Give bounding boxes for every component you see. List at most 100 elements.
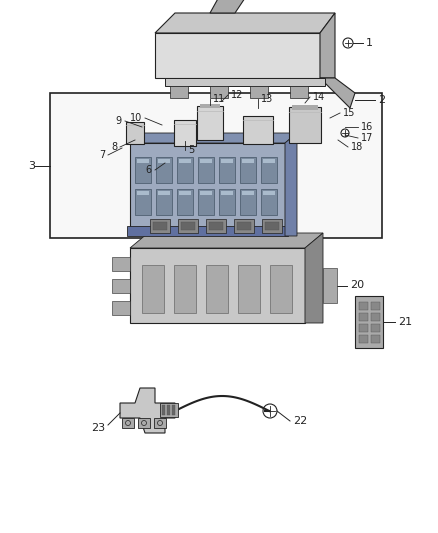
Text: 15: 15 [343, 108, 355, 118]
Polygon shape [130, 133, 297, 143]
Bar [172, 405, 175, 415]
Bar [197, 106, 223, 140]
Bar [179, 159, 191, 163]
Bar [243, 116, 273, 144]
Bar [359, 313, 368, 321]
Bar [112, 301, 130, 315]
Bar [126, 122, 144, 144]
Bar [263, 159, 275, 163]
Bar [371, 302, 380, 310]
Text: 18: 18 [351, 142, 363, 152]
Text: 14: 14 [313, 92, 325, 102]
Bar [371, 324, 380, 332]
Bar [179, 191, 191, 195]
Bar [261, 189, 277, 215]
Text: 11: 11 [213, 94, 225, 104]
Bar [170, 86, 188, 98]
Bar [290, 86, 308, 98]
Text: 21: 21 [398, 317, 412, 327]
Polygon shape [320, 78, 355, 108]
Bar [221, 191, 233, 195]
Bar [198, 189, 214, 215]
Text: 12: 12 [231, 90, 244, 100]
Bar [221, 159, 233, 163]
Bar [209, 222, 223, 230]
Bar [263, 191, 275, 195]
Bar [112, 257, 130, 271]
Bar [323, 268, 337, 303]
Polygon shape [120, 388, 175, 433]
Bar [177, 189, 193, 215]
Text: 1: 1 [366, 38, 373, 48]
Polygon shape [122, 418, 134, 428]
Bar [137, 159, 149, 163]
Bar [200, 191, 212, 195]
Bar [238, 265, 260, 313]
Bar [50, 93, 382, 238]
Polygon shape [155, 13, 335, 33]
Bar [270, 265, 292, 313]
Polygon shape [138, 418, 150, 428]
Polygon shape [130, 233, 323, 248]
Polygon shape [165, 78, 325, 86]
Bar [242, 191, 254, 195]
Polygon shape [320, 13, 335, 78]
Bar [174, 120, 196, 146]
Bar [371, 313, 380, 321]
Bar [198, 157, 214, 183]
Text: 2: 2 [378, 95, 385, 105]
Bar [142, 265, 164, 313]
Bar [237, 222, 251, 230]
Bar [206, 265, 228, 313]
Bar [359, 324, 368, 332]
Bar [292, 105, 318, 110]
Bar [262, 219, 282, 233]
Bar [250, 86, 268, 98]
Bar [200, 159, 212, 163]
Bar [219, 157, 235, 183]
Bar [240, 189, 256, 215]
Bar [150, 219, 170, 233]
Polygon shape [155, 33, 320, 78]
Bar [174, 265, 196, 313]
Bar [130, 248, 305, 323]
Bar [127, 226, 288, 236]
Text: 20: 20 [350, 280, 364, 290]
Bar [156, 157, 172, 183]
Bar [130, 143, 285, 228]
Text: 7: 7 [99, 150, 105, 160]
Bar [160, 403, 178, 417]
Bar [158, 159, 170, 163]
Bar [359, 302, 368, 310]
Bar [177, 157, 193, 183]
Bar [261, 157, 277, 183]
Bar [162, 405, 165, 415]
Bar [167, 405, 170, 415]
Bar [153, 222, 167, 230]
Bar [371, 335, 380, 343]
Text: 17: 17 [361, 133, 373, 143]
Text: 8: 8 [111, 142, 117, 152]
Text: 23: 23 [91, 423, 105, 433]
Bar [355, 296, 383, 348]
Bar [240, 157, 256, 183]
Text: 16: 16 [361, 122, 373, 132]
Bar [156, 189, 172, 215]
Bar [219, 189, 235, 215]
Bar [206, 219, 226, 233]
Polygon shape [285, 133, 297, 236]
Bar [112, 279, 130, 293]
Text: 3: 3 [28, 161, 35, 171]
Bar [135, 157, 151, 183]
Text: 5: 5 [188, 145, 194, 155]
Bar [158, 191, 170, 195]
Bar [135, 189, 151, 215]
Bar [178, 219, 198, 233]
Text: 9: 9 [116, 116, 122, 126]
Text: 22: 22 [293, 416, 307, 426]
Polygon shape [154, 418, 166, 428]
Bar [137, 191, 149, 195]
Polygon shape [210, 0, 245, 13]
Text: 13: 13 [261, 94, 273, 104]
Text: 6: 6 [146, 165, 152, 175]
